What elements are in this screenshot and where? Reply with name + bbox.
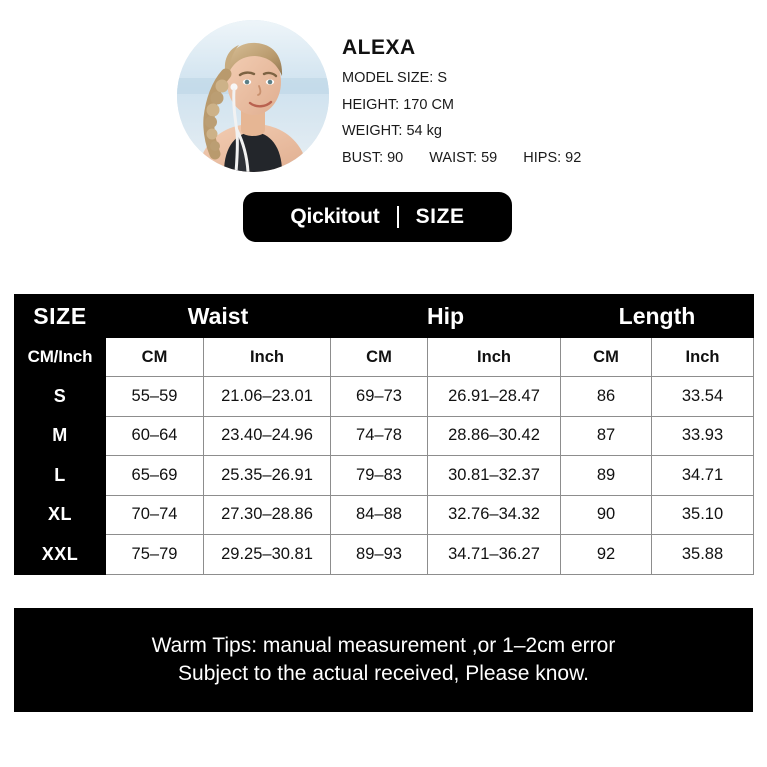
model-portrait-illustration xyxy=(177,20,329,172)
model-measurements-line: BUST: 90 WAIST: 59 HIPS: 92 xyxy=(342,149,712,166)
cell-length-inch: 34.71 xyxy=(651,455,754,496)
cell-hip-cm: 74–78 xyxy=(330,415,428,456)
cell-waist-cm: 70–74 xyxy=(105,494,204,535)
model-waist: WAIST: 59 xyxy=(429,149,498,166)
warm-tips-line-2: Subject to the actual received, Please k… xyxy=(178,662,589,685)
cell-length-cm: 92 xyxy=(560,534,652,575)
header-waist-inch: Inch xyxy=(203,337,331,377)
cell-hip-cm: 84–88 xyxy=(330,494,428,535)
cell-hip-inch: 26.91–28.47 xyxy=(427,376,561,417)
model-header: ALEXA MODEL SIZE: S HEIGHT: 170 CM WEIGH… xyxy=(0,18,767,178)
size-chart-table-wrap: SIZE Waist Hip Length CM/Inch CM Inch CM… xyxy=(14,294,754,575)
header-cm-inch: CM/Inch xyxy=(14,337,106,377)
model-height-line: HEIGHT: 170 CM xyxy=(342,96,454,113)
cell-hip-inch: 32.76–34.32 xyxy=(427,494,561,535)
header-group-hip: Hip xyxy=(330,294,561,338)
header-group-waist: Waist xyxy=(105,294,331,338)
model-weight-line: WEIGHT: 54 kg xyxy=(342,123,442,139)
cell-waist-cm: 65–69 xyxy=(105,455,204,496)
header-size: SIZE xyxy=(14,294,106,338)
cell-length-inch: 35.88 xyxy=(651,534,754,575)
table-header-units: CM/Inch CM Inch CM Inch CM Inch xyxy=(14,337,754,377)
model-size-line: MODEL SIZE: S xyxy=(342,70,448,86)
model-bust: BUST: 90 xyxy=(342,149,404,166)
brand-name: Qickitout xyxy=(290,205,380,228)
table-row: M 60–64 23.40–24.96 74–78 28.86–30.42 87… xyxy=(14,415,754,456)
badge-divider xyxy=(396,206,399,228)
cell-length-cm: 90 xyxy=(560,494,652,535)
size-chart-table: SIZE Waist Hip Length CM/Inch CM Inch CM… xyxy=(14,294,754,575)
cell-length-inch: 33.54 xyxy=(651,376,754,417)
cell-waist-cm: 60–64 xyxy=(105,415,204,456)
row-size-label: M xyxy=(14,415,106,456)
cell-waist-cm: 75–79 xyxy=(105,534,204,575)
cell-length-cm: 89 xyxy=(560,455,652,496)
brand-size-badge: Qickitout SIZE xyxy=(243,192,512,242)
model-info: ALEXA MODEL SIZE: S HEIGHT: 170 CM WEIGH… xyxy=(342,36,712,165)
cell-length-cm: 86 xyxy=(560,376,652,417)
measurements-group: BUST: 90 WAIST: 59 HIPS: 92 xyxy=(342,149,582,166)
cell-hip-cm: 69–73 xyxy=(330,376,428,417)
table-row: XL 70–74 27.30–28.86 84–88 32.76–34.32 9… xyxy=(14,494,754,535)
header-hip-cm: CM xyxy=(330,337,428,377)
header-hip-inch: Inch xyxy=(427,337,561,377)
model-hips: HIPS: 92 xyxy=(523,149,582,166)
cell-length-inch: 33.93 xyxy=(651,415,754,456)
cell-waist-inch: 29.25–30.81 xyxy=(203,534,331,575)
row-size-label: S xyxy=(14,376,106,417)
header-group-length: Length xyxy=(560,294,754,338)
cell-hip-inch: 30.81–32.37 xyxy=(427,455,561,496)
row-size-label: XL xyxy=(14,494,106,535)
avatar xyxy=(177,20,329,172)
cell-hip-cm: 79–83 xyxy=(330,455,428,496)
cell-waist-inch: 27.30–28.86 xyxy=(203,494,331,535)
table-header-groups: SIZE Waist Hip Length xyxy=(14,294,754,338)
warm-tips-line-1: Warm Tips: manual measurement ,or 1–2cm … xyxy=(151,634,616,658)
cell-hip-inch: 28.86–30.42 xyxy=(427,415,561,456)
cell-waist-inch: 25.35–26.91 xyxy=(203,455,331,496)
cell-length-cm: 87 xyxy=(560,415,652,456)
table-row: XXL 75–79 29.25–30.81 89–93 34.71–36.27 … xyxy=(14,534,754,575)
model-name: ALEXA xyxy=(342,36,416,59)
row-size-label: XXL xyxy=(14,534,106,575)
cell-waist-inch: 23.40–24.96 xyxy=(203,415,331,456)
cell-waist-cm: 55–59 xyxy=(105,376,204,417)
cell-hip-inch: 34.71–36.27 xyxy=(427,534,561,575)
cell-length-inch: 35.10 xyxy=(651,494,754,535)
table-row: S 55–59 21.06–23.01 69–73 26.91–28.47 86… xyxy=(14,376,754,417)
warm-tips-banner: Warm Tips: manual measurement ,or 1–2cm … xyxy=(14,608,753,712)
row-size-label: L xyxy=(14,455,106,496)
table-row: L 65–69 25.35–26.91 79–83 30.81–32.37 89… xyxy=(14,455,754,496)
cell-waist-inch: 21.06–23.01 xyxy=(203,376,331,417)
cell-hip-cm: 89–93 xyxy=(330,534,428,575)
header-waist-cm: CM xyxy=(105,337,204,377)
header-length-inch: Inch xyxy=(651,337,754,377)
badge-size-word: SIZE xyxy=(415,205,465,228)
header-length-cm: CM xyxy=(560,337,652,377)
